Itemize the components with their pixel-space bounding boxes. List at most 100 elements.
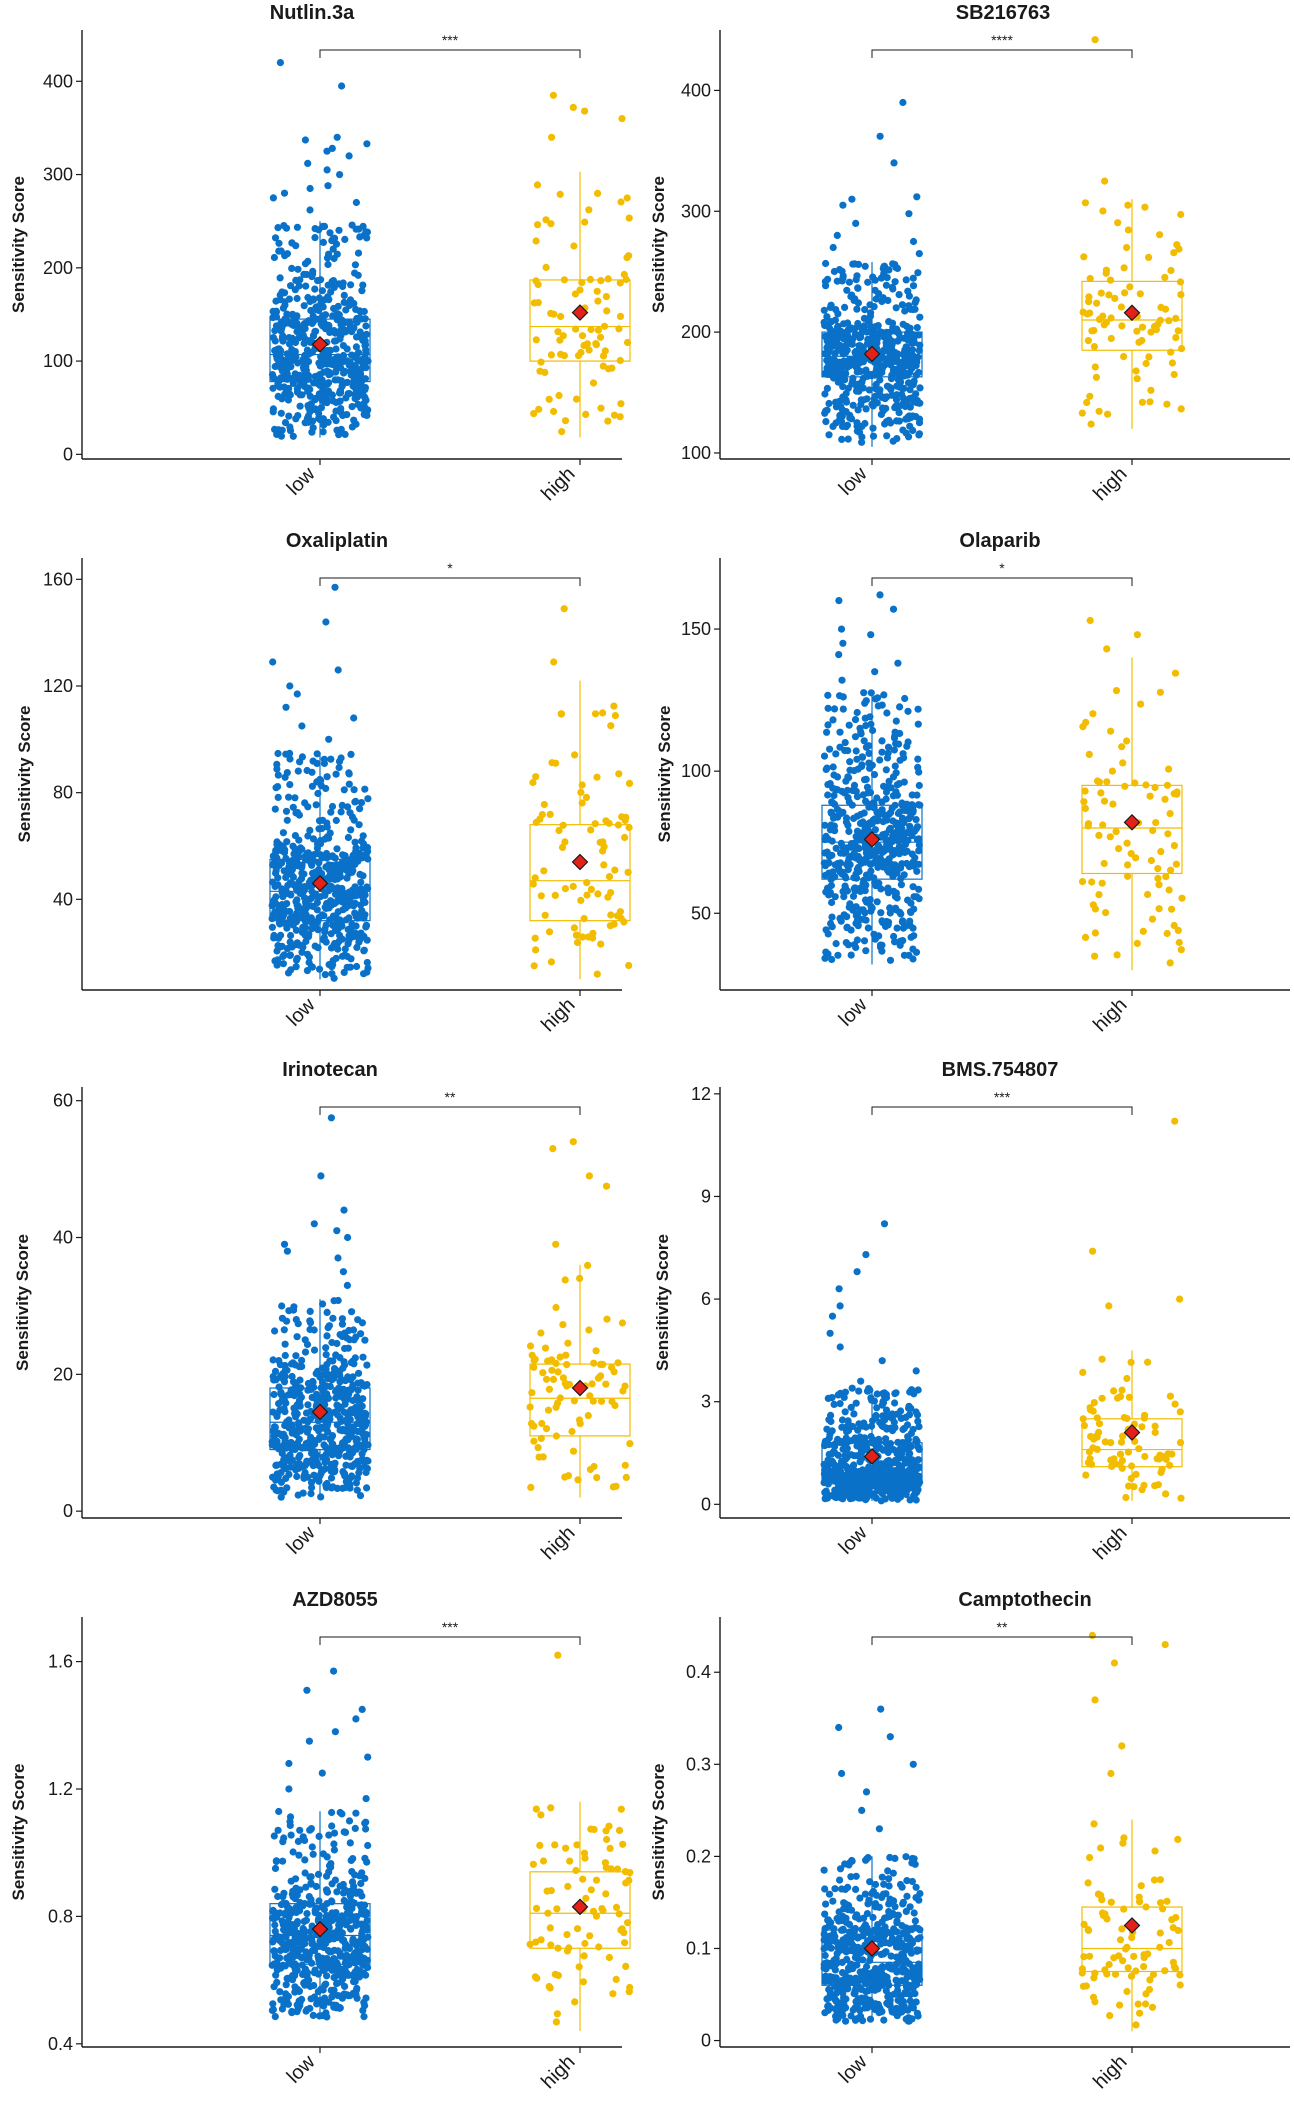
- outlier-point: [323, 147, 331, 155]
- data-point: [323, 254, 332, 262]
- data-point: [842, 398, 851, 406]
- data-point: [625, 1876, 633, 1884]
- data-point: [1102, 909, 1110, 917]
- outlier-point: [306, 184, 314, 193]
- significance-label: ****: [991, 32, 1013, 48]
- data-point: [324, 260, 332, 269]
- data-point: [847, 951, 855, 959]
- data-point: [306, 408, 314, 416]
- data-point: [907, 933, 915, 941]
- data-point: [305, 1893, 313, 1901]
- data-point: [886, 904, 894, 912]
- data-point: [1088, 878, 1096, 886]
- data-point: [588, 1380, 596, 1388]
- data-point: [603, 307, 611, 315]
- y-tick-label: 200: [43, 258, 73, 278]
- data-point: [846, 758, 854, 766]
- data-point: [327, 808, 335, 816]
- data-point: [861, 262, 869, 270]
- outlier-point: [305, 1737, 313, 1745]
- data-point: [850, 1461, 858, 1469]
- data-point: [334, 1992, 342, 2000]
- data-point: [1148, 915, 1157, 923]
- data-point: [352, 1479, 360, 1487]
- data-point: [307, 1456, 315, 1465]
- outlier-point: [838, 676, 846, 684]
- data-point: [323, 1972, 331, 1980]
- mean-marker: [1123, 813, 1141, 831]
- y-tick-label: 400: [681, 80, 711, 100]
- data-point: [294, 359, 302, 367]
- data-point: [838, 435, 846, 443]
- data-point: [359, 281, 367, 289]
- data-point: [273, 355, 281, 363]
- data-point: [624, 868, 632, 876]
- data-point: [576, 1420, 584, 1428]
- data-point: [535, 405, 543, 413]
- x-category-label-low: low: [283, 994, 320, 1031]
- data-point: [362, 364, 370, 372]
- data-point: [332, 816, 340, 825]
- data-point: [905, 951, 913, 959]
- series-low: [820, 591, 924, 965]
- data-point: [328, 1948, 336, 1956]
- data-point: [338, 1320, 346, 1328]
- data-point: [277, 1371, 285, 1379]
- data-point: [1177, 1494, 1185, 1502]
- data-point: [281, 1340, 289, 1348]
- data-point: [909, 274, 917, 282]
- data-point: [317, 1493, 325, 1501]
- data-point: [838, 277, 846, 285]
- data-point: [308, 1947, 317, 1955]
- data-point: [842, 814, 851, 822]
- outlier-point: [905, 210, 913, 218]
- data-point: [564, 1339, 572, 1347]
- data-point: [1111, 294, 1119, 302]
- data-point: [335, 1970, 343, 1978]
- data-point: [1154, 874, 1162, 883]
- data-point: [914, 720, 922, 728]
- data-point: [286, 1457, 294, 1465]
- data-point: [284, 1391, 292, 1399]
- data-point: [328, 852, 337, 860]
- data-point: [357, 799, 366, 807]
- data-point: [1167, 266, 1175, 275]
- data-point: [841, 739, 849, 747]
- data-point: [830, 791, 838, 800]
- data-point: [893, 391, 901, 399]
- data-point: [350, 1978, 358, 1986]
- data-point: [854, 863, 862, 872]
- data-point: [1125, 1482, 1133, 1490]
- data-point: [293, 223, 301, 231]
- data-point: [319, 238, 327, 246]
- data-point: [1085, 298, 1093, 306]
- data-point: [579, 1875, 587, 1883]
- data-point: [340, 291, 348, 299]
- data-point: [915, 781, 923, 790]
- data-point: [895, 291, 903, 299]
- data-point: [889, 832, 897, 840]
- data-point: [908, 1474, 916, 1482]
- data-point: [301, 1836, 309, 1844]
- data-point: [870, 850, 879, 858]
- data-point: [1165, 886, 1173, 894]
- outlier-point: [878, 1357, 886, 1365]
- data-point: [597, 1372, 605, 1380]
- mean-marker: [311, 874, 329, 892]
- x-category-label-high: high: [537, 1522, 579, 1564]
- data-point: [1166, 810, 1174, 818]
- data-point: [1118, 322, 1126, 330]
- data-point: [877, 1460, 885, 1468]
- data-point: [882, 922, 890, 931]
- data-point: [351, 394, 359, 403]
- data-point: [317, 299, 325, 307]
- data-point: [331, 1366, 339, 1374]
- data-point: [360, 1433, 368, 1441]
- data-point: [604, 893, 612, 901]
- data-point: [340, 298, 348, 306]
- data-point: [279, 960, 287, 968]
- data-point: [548, 759, 556, 767]
- outlier-point: [585, 1172, 594, 1180]
- data-point: [300, 1935, 308, 1943]
- data-point: [1171, 1400, 1179, 1408]
